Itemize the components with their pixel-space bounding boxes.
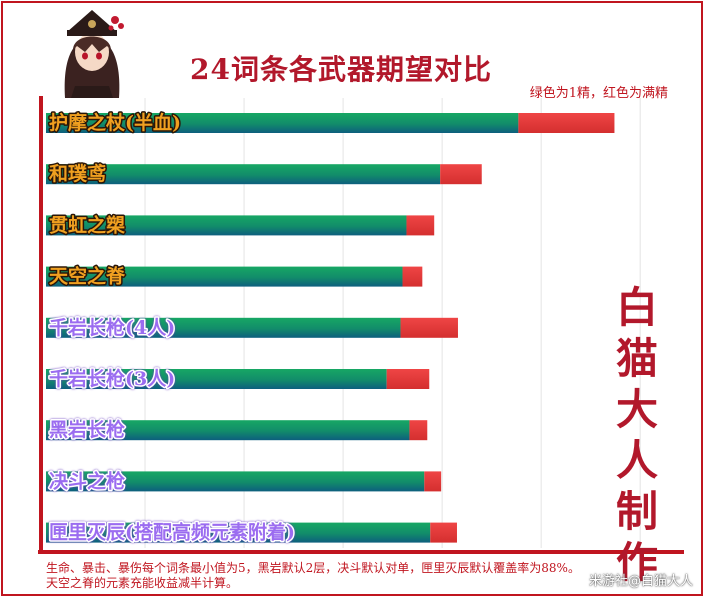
category-label-5: 千岩长枪(3人) xyxy=(49,367,175,390)
chart-title: 24词条各武器期望对比 xyxy=(190,53,492,86)
bar-manjing-6 xyxy=(409,420,428,441)
category-label-0: 护摩之杖(半血) xyxy=(49,111,181,134)
bar-1jing-7 xyxy=(46,471,425,492)
footer-notes: 生命、暴击、暴伤每个词条最小值为5，黑岩默认2层，决斗默认对单，匣里灭辰默认覆盖… xyxy=(46,561,580,591)
category-label-1: 和璞鸢 xyxy=(49,162,106,185)
category-label-8: 匣里灭辰(搭配高频元素附着) xyxy=(49,521,295,544)
bar-manjing-1 xyxy=(440,164,482,185)
author-credit-char: 白 xyxy=(615,283,658,332)
author-credit-char: 猫 xyxy=(615,334,658,383)
bar-1jing-2 xyxy=(46,215,407,236)
bar-manjing-5 xyxy=(386,369,430,389)
bar-1jing-3 xyxy=(46,266,403,287)
category-label-7: 决斗之枪 xyxy=(49,469,125,492)
bar-1jing-6 xyxy=(46,420,410,441)
category-label-4: 千岩长枪(4人) xyxy=(49,316,175,339)
author-credit-char: 作 xyxy=(615,538,658,587)
bar-1jing-1 xyxy=(46,164,441,185)
category-label-2: 贯虹之槊 xyxy=(49,213,125,236)
bar-manjing-2 xyxy=(406,215,435,236)
bar-1jing-5 xyxy=(46,369,387,389)
bar-manjing-7 xyxy=(424,471,442,492)
bar-1jing-8 xyxy=(46,522,431,543)
bar-manjing-8 xyxy=(430,522,457,543)
legend-note: 绿色为1精，红色为满精 xyxy=(529,86,668,101)
footer-line-1: 生命、暴击、暴伤每个词条最小值为5，黑岩默认2层，决斗默认对单，匣里灭辰默认覆盖… xyxy=(46,561,580,575)
hutao-avatar xyxy=(64,10,124,98)
author-credit-char: 制 xyxy=(615,487,658,536)
bar-1jing-4 xyxy=(46,317,401,338)
bar-manjing-0 xyxy=(518,113,615,133)
author-credit-char: 大 xyxy=(615,385,658,434)
footer-line-2: 天空之脊的元素充能收益减半计算。 xyxy=(46,576,239,590)
author-credit: 白猫大人制作 xyxy=(612,282,662,588)
author-credit-char: 人 xyxy=(615,436,658,485)
category-label-3: 天空之脊 xyxy=(49,265,126,288)
bar-manjing-3 xyxy=(402,266,423,287)
category-label-6: 黑岩长枪 xyxy=(49,418,125,441)
watermark: 米游社@白猫大人 xyxy=(588,574,693,589)
bar-1jing-0 xyxy=(46,113,519,133)
bar-manjing-4 xyxy=(400,317,458,338)
